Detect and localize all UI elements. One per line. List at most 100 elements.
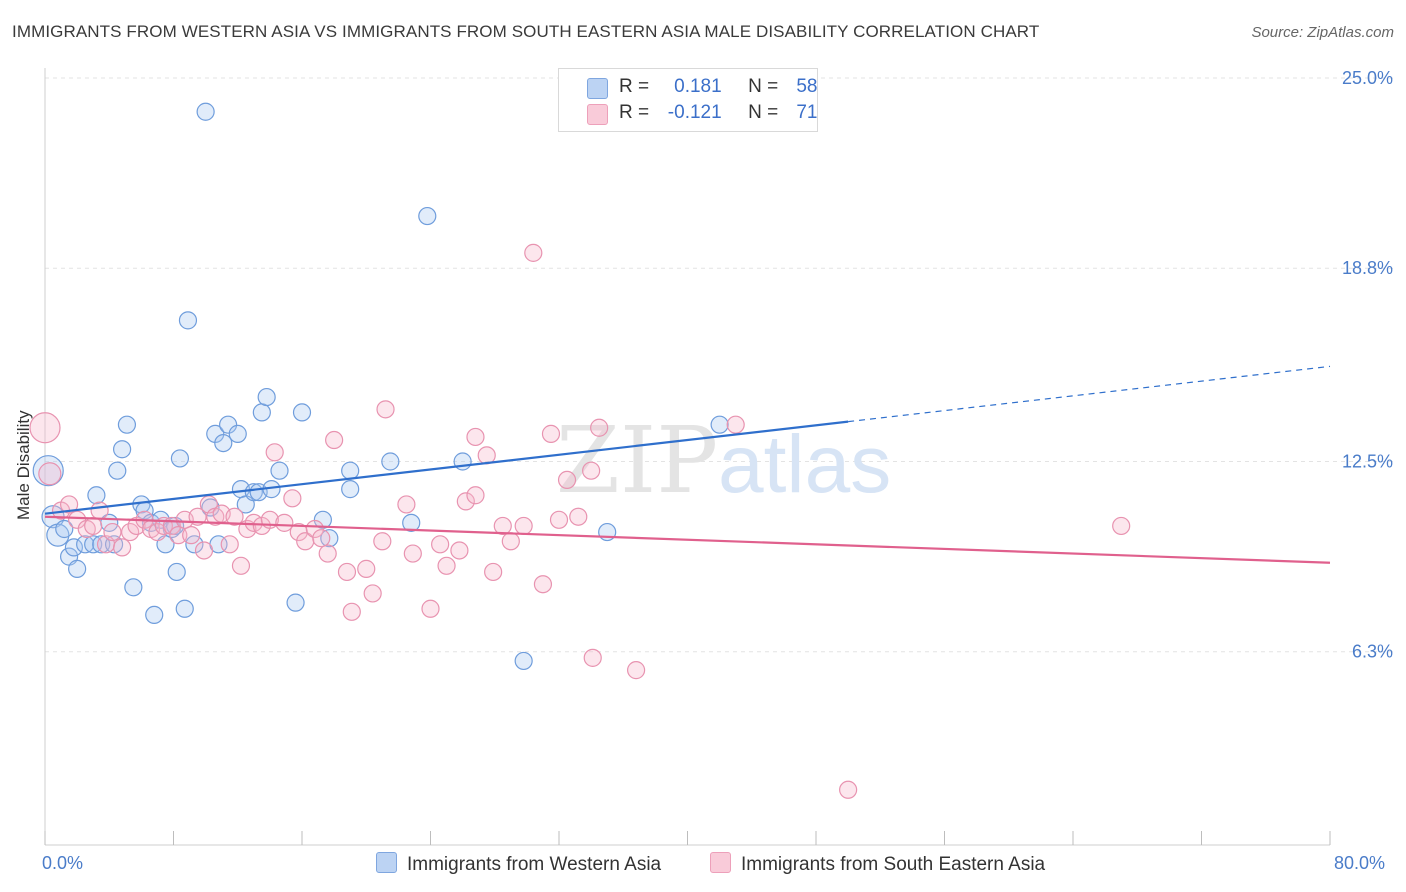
watermark-zip: ZIP	[556, 407, 718, 514]
data-point-blue	[201, 498, 220, 517]
data-point-blue	[228, 424, 247, 443]
trend-line-pink	[44, 515, 1331, 564]
data-point-pink	[533, 575, 553, 594]
data-point-blue	[402, 513, 421, 532]
data-point-pink	[450, 541, 469, 560]
data-point-pink	[456, 492, 475, 511]
data-point-pink	[90, 501, 109, 520]
data-point-pink	[357, 559, 376, 578]
legend-swatch-pink	[587, 104, 608, 125]
legend-n-value: 71	[796, 102, 818, 123]
data-point-pink	[231, 556, 251, 575]
data-point-pink	[582, 461, 601, 480]
data-point-pink	[590, 418, 609, 437]
data-point-pink	[337, 562, 357, 582]
data-point-pink	[68, 510, 87, 529]
legend-n-label: N =	[748, 102, 779, 123]
y-tick-label: 18.8%	[1342, 258, 1393, 278]
bottom-legend-western-asia: Immigrants from Western Asia	[376, 852, 661, 876]
data-point-blue	[196, 102, 215, 121]
data-point-pink	[312, 529, 331, 548]
data-point-pink	[839, 780, 858, 799]
y-tick-label: 25.0%	[1342, 68, 1393, 88]
bottom-legend-south-eastern-asia: Immigrants from South Eastern Asia	[710, 852, 1045, 876]
data-point-blue	[341, 480, 360, 499]
data-point-pink	[194, 541, 214, 560]
data-point-blue	[175, 599, 194, 618]
chart-title: IMMIGRANTS FROM WESTERN ASIA VS IMMIGRAN…	[12, 22, 1040, 41]
data-point-pink	[376, 400, 395, 419]
data-point-pink	[325, 430, 344, 450]
data-point-pink	[466, 427, 485, 447]
legend-n-label: N =	[748, 76, 779, 97]
data-point-pink	[549, 510, 569, 529]
legend-n-value: 58	[796, 76, 818, 97]
chart-source: Source: ZipAtlas.com	[1251, 24, 1394, 41]
legend-r-label: R =	[619, 76, 650, 97]
data-point-pink	[283, 489, 302, 508]
data-point-pink	[421, 599, 440, 618]
bottom-legend-swatch-pink	[710, 852, 731, 873]
data-point-pink	[225, 507, 244, 526]
data-point-blue	[178, 311, 198, 330]
legend-r-value: 0.181	[674, 76, 722, 97]
data-point-blue	[514, 651, 533, 671]
data-point-pink	[84, 516, 103, 536]
x-tick-label-max: 80.0%	[1334, 853, 1386, 873]
data-point-blue	[92, 535, 111, 554]
y-tick-label: 12.5%	[1342, 452, 1393, 472]
data-point-pink	[1112, 516, 1131, 536]
data-point-blue	[418, 206, 437, 226]
data-point-pink	[397, 495, 416, 514]
data-point-pink	[342, 602, 361, 621]
data-point-pink	[305, 519, 324, 539]
data-point-pink	[182, 526, 201, 545]
data-point-blue	[64, 538, 84, 557]
legend-r-value: -0.121	[667, 102, 722, 123]
data-point-blue	[257, 387, 276, 407]
data-point-blue	[68, 559, 87, 578]
legend-swatch-blue	[587, 78, 608, 99]
data-point-blue	[710, 415, 729, 434]
data-point-pink	[265, 443, 284, 462]
data-point-blue	[270, 461, 289, 480]
data-point-pink	[29, 412, 61, 444]
data-point-pink	[103, 522, 122, 542]
data-point-blue	[244, 483, 263, 502]
data-point-blue	[108, 461, 127, 480]
data-point-pink	[220, 535, 239, 554]
data-point-blue	[219, 415, 238, 434]
data-point-blue	[170, 449, 190, 468]
data-point-pink	[501, 532, 520, 551]
data-point-blue	[252, 403, 271, 422]
data-point-blue	[214, 433, 233, 453]
data-point-pink	[431, 535, 450, 554]
data-point-blue	[167, 562, 186, 582]
data-point-blue	[55, 519, 74, 539]
data-point-blue	[292, 403, 312, 422]
data-point-blue	[341, 461, 360, 480]
x-tick-label-min: 0.0%	[42, 853, 84, 873]
data-point-pink	[38, 462, 62, 486]
data-point-pink	[493, 516, 512, 536]
bottom-legend-label: Immigrants from Western Asia	[407, 854, 662, 875]
data-point-blue	[381, 452, 400, 471]
data-point-blue	[145, 605, 164, 625]
correlation-legend: R = 0.181 N = 58 R = -0.121 N = 71	[558, 68, 818, 132]
data-point-pink	[318, 544, 337, 563]
data-point-pink	[466, 486, 485, 505]
data-point-blue	[87, 486, 106, 505]
data-point-pink	[524, 243, 543, 262]
bottom-legend-label: Immigrants from South Eastern Asia	[741, 854, 1046, 875]
data-point-pink	[437, 556, 456, 575]
data-point-pink	[484, 562, 503, 582]
data-point-pink	[626, 661, 646, 680]
trend-line-extension-blue	[848, 365, 1331, 423]
data-point-blue	[124, 578, 143, 597]
data-point-pink	[557, 470, 577, 490]
data-point-pink	[373, 532, 392, 551]
data-point-pink	[275, 513, 294, 532]
data-point-pink	[363, 584, 382, 603]
data-point-pink	[569, 507, 588, 526]
